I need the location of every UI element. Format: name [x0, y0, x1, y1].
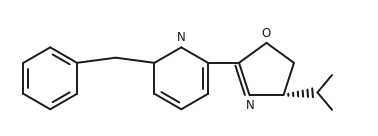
Text: N: N	[177, 31, 186, 44]
Text: N: N	[246, 99, 255, 112]
Text: O: O	[262, 27, 271, 40]
